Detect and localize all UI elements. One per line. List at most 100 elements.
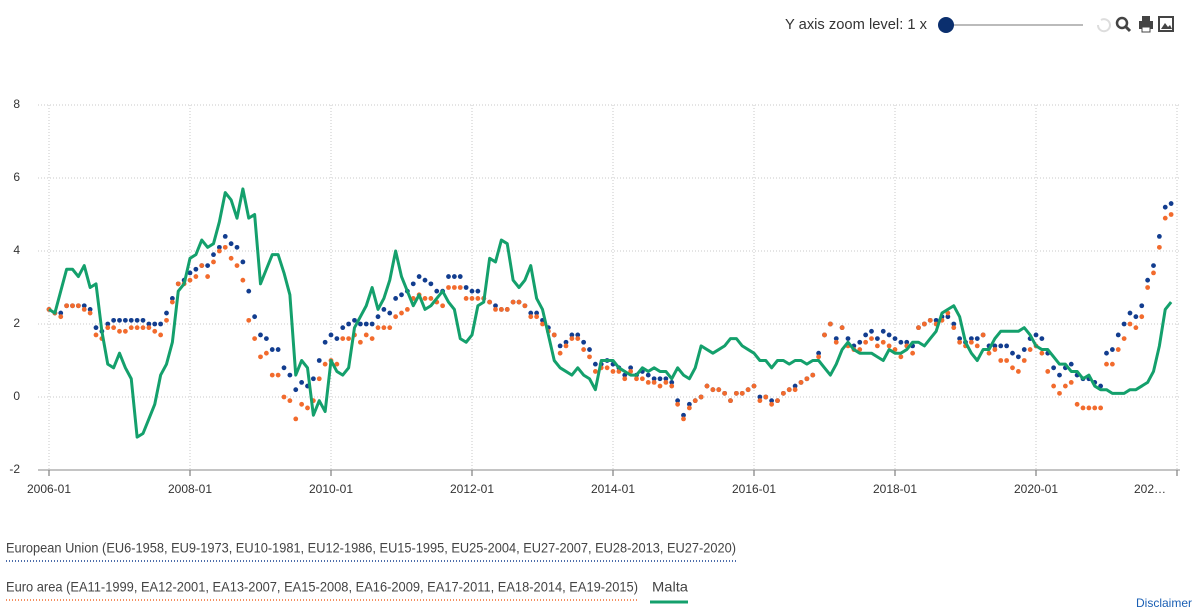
data-dot: [1086, 405, 1092, 411]
data-dot: [557, 350, 563, 356]
data-dot: [957, 339, 963, 345]
data-dot: [334, 336, 340, 341]
y-tick-label: 0: [13, 389, 20, 403]
data-dot: [81, 303, 87, 309]
data-dot: [281, 365, 287, 371]
data-dot: [393, 296, 399, 301]
data-dot: [93, 332, 99, 338]
data-dot: [804, 376, 810, 382]
data-dot: [510, 299, 516, 305]
data-dot: [240, 259, 246, 265]
data-dot: [669, 380, 675, 385]
print-icon[interactable]: [1139, 16, 1153, 33]
data-dot: [228, 255, 234, 261]
data-dot: [322, 361, 328, 367]
data-dot: [833, 336, 839, 341]
data-dot: [334, 361, 340, 367]
legend-label: Euro area (EA11-1999, EA12-2001, EA13-20…: [6, 579, 638, 595]
data-dot: [246, 288, 252, 294]
data-dot: [534, 314, 540, 320]
data-dot: [1133, 314, 1139, 320]
data-dot: [610, 369, 616, 374]
zoom-icon[interactable]: [1115, 16, 1132, 33]
data-dot: [258, 354, 263, 360]
data-dot: [733, 390, 739, 396]
data-dot: [340, 336, 346, 341]
data-dot: [140, 317, 146, 323]
data-dot: [980, 332, 986, 338]
data-dot: [1051, 365, 1057, 371]
data-dot: [604, 365, 610, 371]
data-dot: [1156, 234, 1162, 239]
data-dot: [816, 350, 822, 356]
data-dot: [287, 398, 293, 404]
data-dot: [134, 317, 140, 323]
data-dot: [357, 339, 363, 345]
data-dot: [569, 336, 575, 341]
data-dot: [322, 339, 328, 345]
data-dot: [187, 277, 193, 283]
image-icon[interactable]: [1158, 16, 1174, 32]
data-dot: [111, 317, 117, 323]
data-dot: [252, 336, 258, 341]
data-dot: [281, 394, 287, 400]
data-dot: [751, 383, 757, 389]
data-dot: [164, 310, 169, 316]
data-dot: [222, 234, 228, 239]
data-dot: [575, 332, 581, 338]
data-dot: [945, 314, 951, 320]
data-dot: [211, 259, 216, 265]
data-dot: [1057, 390, 1062, 396]
disclaimer-link[interactable]: Disclaimer: [1136, 596, 1192, 609]
data-dot: [1151, 270, 1156, 276]
data-dot: [869, 328, 874, 334]
data-dot: [757, 398, 763, 404]
x-tick-label: 2006-01: [27, 482, 71, 496]
zoom-handle[interactable]: [938, 17, 954, 33]
data-dot: [792, 383, 798, 389]
data-dot: [234, 263, 240, 268]
data-dot: [1145, 285, 1151, 290]
data-dot: [416, 274, 422, 279]
data-dot: [669, 383, 675, 389]
data-dot: [898, 339, 904, 345]
data-dot: [122, 317, 128, 323]
data-dot: [410, 281, 416, 287]
data-dot: [645, 380, 651, 385]
data-dot: [1051, 383, 1057, 389]
data-dot: [369, 321, 375, 327]
data-dot: [216, 244, 222, 250]
data-dot: [916, 325, 921, 331]
data-dot: [105, 325, 111, 331]
data-dot: [352, 317, 357, 323]
data-dot: [399, 292, 404, 298]
data-dot: [275, 347, 281, 352]
data-dot: [1127, 321, 1133, 327]
zoom-label: Y axis zoom level: 1 x: [785, 16, 927, 33]
data-dot: [493, 307, 498, 312]
data-dot: [522, 303, 528, 309]
reset-icon[interactable]: [1096, 18, 1111, 33]
data-dot: [557, 343, 563, 349]
data-dot: [451, 285, 457, 290]
data-dot: [375, 314, 381, 320]
data-dot: [569, 332, 575, 338]
data-dot: [93, 325, 99, 331]
data-dot: [469, 288, 475, 294]
data-dot: [1045, 369, 1051, 374]
data-dot: [1021, 347, 1027, 352]
data-dot: [663, 380, 669, 385]
data-dot: [857, 339, 863, 345]
data-dot: [205, 274, 211, 279]
data-dot: [927, 317, 933, 323]
data-dot: [158, 321, 164, 327]
data-dot: [316, 358, 322, 363]
data-dot: [880, 328, 886, 334]
data-dot: [874, 336, 880, 341]
data-dot: [592, 361, 598, 367]
data-dot: [152, 321, 158, 327]
data-dot: [816, 354, 822, 360]
data-dot: [974, 336, 980, 341]
data-dot: [346, 321, 352, 327]
data-dot: [769, 398, 775, 404]
